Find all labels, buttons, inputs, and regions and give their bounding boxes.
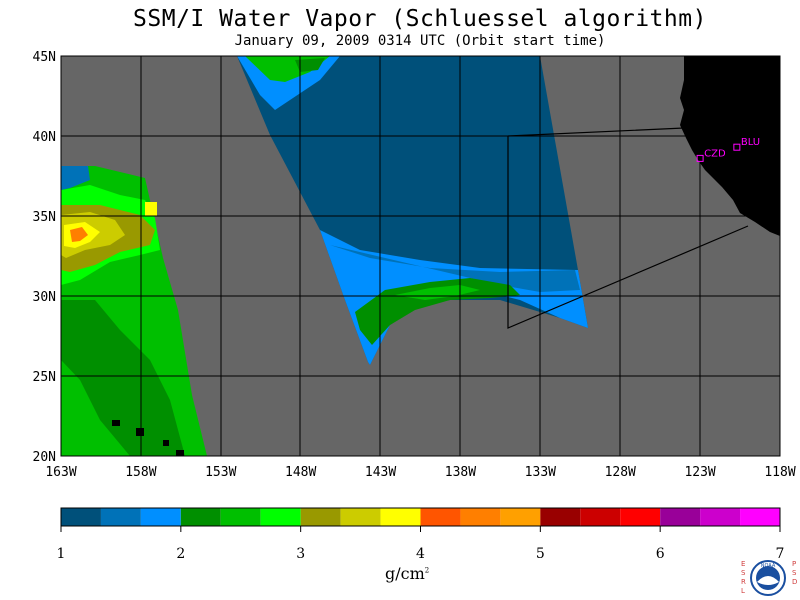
map-subtitle: January 09, 2009 0314 UTC (Orbit start t… [234,33,606,49]
lon-tick-label: 123W [684,465,715,480]
lat-tick-label: 45N [33,50,56,65]
colorbar-swatch [180,508,221,526]
colorbar-labels: 1 2 3 4 5 6 7 [57,526,785,562]
lon-tick-label: 158W [125,465,156,480]
colorbar-swatch [660,508,701,526]
latitude-labels: 45N 40N 35N 30N 25N 20N [33,50,56,465]
longitude-labels: 163W 158W 153W 148W 143W 138W 133W 128W 123W 118W [45,465,795,480]
logo-center-text: NOAA [761,563,776,569]
colorbar-swatch [460,508,501,526]
lat-tick-label: 25N [33,370,56,385]
colorbar-tick-label: 6 [656,546,665,562]
lat-tick-label: 20N [33,450,56,465]
land-area [680,56,780,236]
units-main: g/cm [385,564,425,583]
colorbar-swatch [580,508,621,526]
colorbar-tick-label: 1 [57,546,66,562]
analysis-region-outline [507,127,749,329]
lat-tick-label: 30N [33,290,56,305]
lon-tick-label: 163W [45,465,76,480]
station-marker [733,143,741,151]
lon-tick-label: 128W [605,465,636,480]
colorbar-swatch [340,508,381,526]
colorbar-tick-label: 2 [176,546,185,562]
lon-tick-label: 118W [764,465,795,480]
colorbar-swatch [620,508,661,526]
colorbar-tick-label: 7 [776,546,785,562]
lon-tick-label: 133W [525,465,556,480]
colorbar [60,507,781,527]
colorbar-swatch [740,508,780,526]
colorbar-swatch [140,508,181,526]
colorbar-tick-label: 5 [536,546,545,562]
colorbar-swatch [700,508,741,526]
colorbar-swatch [500,508,541,526]
colorbar-swatch [260,508,301,526]
colorbar-tick-label: 4 [416,546,425,562]
central-swath [237,56,588,365]
lon-tick-label: 148W [285,465,316,480]
lat-lon-grid [61,56,780,456]
map-title: SSM/I Water Vapor (Schluessel algorithm) [133,6,707,32]
stations-layer: CZD BLU [696,137,760,162]
station-label: CZD [704,148,726,159]
units-label: g/cm2 [385,564,429,583]
lat-tick-label: 35N [33,210,56,225]
lon-tick-label: 143W [365,465,396,480]
colorbar-swatch [100,508,141,526]
map-frame [60,55,781,457]
lon-tick-label: 138W [445,465,476,480]
lon-tick-label: 153W [205,465,236,480]
colorbar-swatch [300,508,341,526]
colorbar-swatch [420,508,461,526]
colorbar-tick-label: 3 [296,546,305,562]
colorbar-swatch [380,508,421,526]
west-swath [61,166,207,456]
colorbar-swatch [220,508,261,526]
units-superscript: 2 [424,566,430,575]
station-marker [696,154,704,162]
lat-tick-label: 40N [33,130,56,145]
colorbar-swatch [540,508,581,526]
colorbar-swatch [61,508,101,526]
station-label: BLU [741,137,760,148]
